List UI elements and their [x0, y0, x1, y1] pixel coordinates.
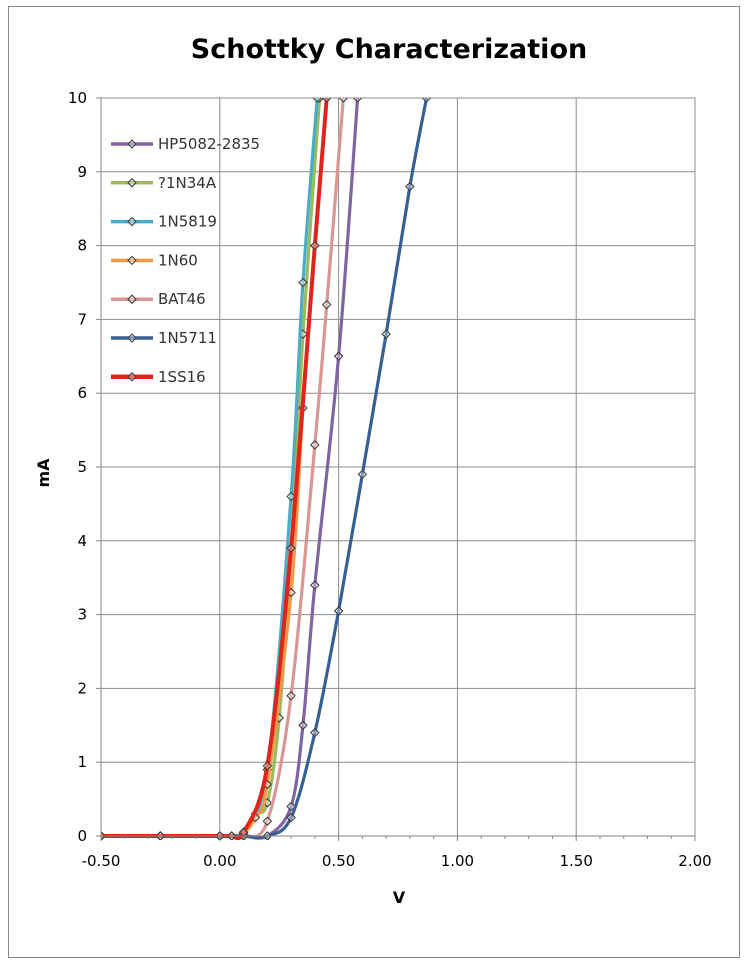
data-point-marker	[338, 98, 349, 103]
data-point-marker	[321, 98, 332, 103]
data-point-marker	[298, 277, 308, 288]
y-tick-label: 3	[77, 606, 87, 624]
axes: 0 1 2 3 4 5 6 7 8 9 10 -0.50 0.00 0.50 1.00 1.50 2.00	[68, 89, 712, 870]
grid	[100, 97, 696, 837]
chart-title: Schottky Characterization	[191, 34, 587, 65]
data-point-marker	[310, 440, 320, 450]
data-point-marker	[286, 691, 296, 701]
data-point-marker	[333, 606, 344, 616]
data-point-marker	[421, 98, 432, 103]
chart-canvas: Schottky Characterization 0 1 2 3 4 5 6 7 8 9 10 -0…	[34, 34, 712, 907]
series-line	[101, 98, 429, 839]
legend-marker	[127, 216, 137, 227]
data-point-marker	[310, 580, 320, 590]
data-point-marker	[262, 761, 273, 771]
data-point-marker	[321, 299, 332, 310]
data-point-marker	[262, 816, 273, 827]
legend-marker	[127, 294, 137, 304]
x-tick-label: 1.00	[441, 852, 474, 870]
y-tick-label: 2	[77, 679, 87, 697]
legend-label: 1SS16	[158, 368, 206, 386]
legend-label: HP5082-2835	[158, 135, 260, 153]
y-tick-label: 6	[77, 384, 87, 402]
x-tick-label: 1.50	[559, 852, 592, 870]
data-point-marker	[286, 812, 296, 823]
legend-marker	[127, 139, 137, 149]
data-point-marker	[357, 469, 368, 480]
y-tick-label: 4	[77, 532, 87, 550]
x-tick-label: 0.00	[203, 852, 236, 870]
x-tick-label: -0.50	[82, 852, 121, 870]
legend: HP5082-2835 ?1N34A 1N5819 1N60 BAT46 1N5711 1S…	[111, 135, 260, 386]
legend-marker	[127, 255, 137, 266]
x-tick-label: 0.50	[322, 852, 355, 870]
legend-label: 1N60	[158, 251, 198, 269]
chart-frame: Schottky Characterization 0 1 2 3 4 5 6 7 8 9 10 -0…	[8, 6, 740, 958]
x-tick-label: 2.00	[678, 852, 711, 870]
legend-marker	[127, 333, 137, 343]
y-tick-label: 0	[77, 827, 87, 845]
legend-label: 1N5819	[158, 213, 217, 231]
legend-marker	[127, 178, 137, 188]
data-point-marker	[310, 240, 320, 251]
legend-label: BAT46	[158, 290, 206, 308]
data-point-marker	[286, 543, 296, 553]
data-point-marker	[352, 98, 363, 103]
y-tick-label: 7	[77, 310, 87, 328]
data-point-marker	[333, 351, 344, 362]
y-axis-label: mA	[34, 458, 53, 488]
y-tick-label: 10	[68, 89, 87, 107]
data-point-marker	[312, 98, 322, 103]
y-tick-label: 9	[77, 163, 87, 181]
y-tick-label: 5	[77, 458, 87, 476]
x-axis-label: V	[393, 888, 406, 907]
data-point-marker	[298, 720, 308, 731]
legend-marker	[127, 372, 137, 382]
data-point-marker	[405, 181, 415, 192]
data-point-marker	[310, 727, 320, 738]
legend-label: ?1N34A	[158, 174, 217, 192]
data-point-marker	[381, 329, 391, 339]
legend-label: 1N5711	[158, 329, 217, 347]
y-tick-label: 8	[77, 237, 87, 255]
series-line	[101, 98, 319, 840]
y-tick-label: 1	[77, 753, 87, 771]
